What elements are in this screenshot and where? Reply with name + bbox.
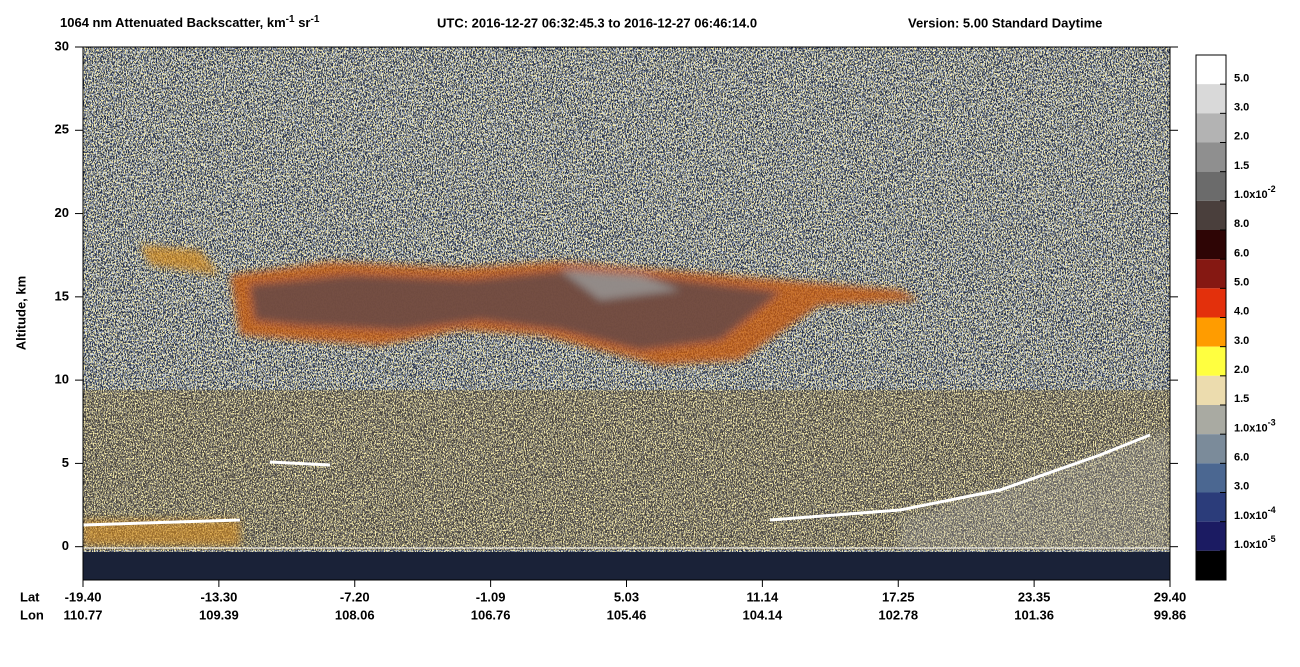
colorbar-swatch	[1196, 171, 1226, 201]
y-tick-label: 0	[62, 538, 69, 553]
colorbar-label-text: 2.0	[1234, 131, 1249, 143]
colorbar-label-text: 3.0	[1234, 481, 1249, 493]
colorbar-label-text: 5.0	[1234, 276, 1249, 288]
colorbar-swatch	[1196, 346, 1226, 376]
colorbar-label-text: 5.0	[1234, 72, 1249, 84]
colorbar-swatch	[1196, 463, 1226, 493]
y-tick-label: 10	[55, 372, 69, 387]
x-tick-label: 105.46	[607, 607, 647, 622]
colorbar-label: 2.0	[1234, 364, 1249, 376]
x-tick-label: 102.78	[878, 607, 918, 622]
colorbar-swatch	[1196, 521, 1226, 551]
colorbar-label: 3.0	[1234, 101, 1249, 113]
colorbar-label-text: 3.0	[1234, 335, 1249, 347]
x-tick-label: 29.40	[1154, 589, 1187, 604]
colorbar-label: 1.0x10-3	[1234, 418, 1276, 435]
colorbar-label-text: 1.0x10	[1234, 422, 1268, 434]
y-tick-label: 5	[62, 455, 69, 470]
colorbar-label-text: 1.0x10	[1234, 539, 1268, 551]
colorbar-swatch	[1196, 142, 1226, 172]
colorbar-label: 6.0	[1234, 247, 1249, 259]
colorbar-label-text: 1.0x10	[1234, 510, 1268, 522]
colorbar-swatch	[1196, 113, 1226, 143]
x-tick-label: 101.36	[1014, 607, 1054, 622]
colorbar-swatch	[1196, 405, 1226, 435]
colorbar-swatch	[1196, 317, 1226, 347]
colorbar-label-exponent: -5	[1268, 534, 1276, 544]
x-tick-label: -7.20	[340, 589, 370, 604]
colorbar-swatch	[1196, 200, 1226, 230]
x-tick-label: -1.09	[476, 589, 506, 604]
colorbar-label: 8.0	[1234, 218, 1249, 230]
colorbar-swatch	[1196, 288, 1226, 318]
x-tick-label: -13.30	[200, 589, 237, 604]
title-superscript: -1	[310, 14, 319, 25]
colorbar-label-text: 1.5	[1234, 160, 1249, 172]
colorbar-label: 1.0x10-4	[1234, 505, 1276, 522]
x-tick-label: 109.39	[199, 607, 239, 622]
colorbar-label: 1.0x10-5	[1234, 534, 1276, 551]
colorbar-swatch	[1196, 84, 1226, 114]
x-tick-label: 23.35	[1018, 589, 1051, 604]
y-tick-label: 25	[55, 122, 69, 137]
colorbar-label-text: 6.0	[1234, 451, 1249, 463]
x-row-name: Lat	[20, 589, 40, 604]
colorbar-label: 1.0x10-2	[1234, 184, 1276, 201]
colorbar-label: 3.0	[1234, 481, 1249, 493]
colorbar-label-exponent: -3	[1268, 418, 1276, 428]
colorbar-swatch	[1196, 230, 1226, 260]
colorbar-label-text: 8.0	[1234, 218, 1249, 230]
x-tick-label: 106.76	[471, 607, 511, 622]
title-part: sr	[295, 15, 311, 30]
colorbar-swatch	[1196, 375, 1226, 405]
colorbar-label-exponent: -4	[1268, 505, 1276, 515]
version: Version: 5.00 Standard Daytime	[908, 15, 1102, 30]
colorbar-label: 1.5	[1234, 393, 1249, 405]
utc-range: UTC: 2016-12-27 06:32:45.3 to 2016-12-27…	[437, 15, 757, 30]
colorbar-label: 4.0	[1234, 306, 1249, 318]
colorbar-swatch	[1196, 434, 1226, 464]
colorbar-label-text: 1.0x10	[1234, 189, 1268, 201]
colorbar-label: 6.0	[1234, 451, 1249, 463]
x-tick-label: 108.06	[335, 607, 375, 622]
y-tick-label: 15	[55, 288, 69, 303]
y-axis-label: Altitude, km	[13, 276, 28, 350]
colorbar-label: 2.0	[1234, 131, 1249, 143]
colorbar-label-text: 3.0	[1234, 101, 1249, 113]
x-tick-label: 104.14	[742, 607, 783, 622]
x-tick-label: 11.14	[746, 589, 779, 604]
colorbar-swatch	[1196, 55, 1226, 85]
colorbar-label-text: 4.0	[1234, 306, 1249, 318]
y-tick-label: 30	[55, 38, 69, 53]
title-part: 1064 nm Attenuated Backscatter, km	[60, 15, 286, 30]
x-tick-label: -19.40	[65, 589, 102, 604]
colorbar-swatch	[1196, 492, 1226, 522]
x-row-name: Lon	[20, 607, 44, 622]
x-tick-label: 110.77	[63, 607, 102, 622]
colorbar-label-exponent: -2	[1268, 184, 1276, 194]
colorbar-label: 1.5	[1234, 160, 1249, 172]
backscatter-image	[83, 47, 1170, 580]
chart-title: 1064 nm Attenuated Backscatter, km-1 sr-…	[60, 14, 320, 31]
colorbar-label: 5.0	[1234, 72, 1249, 84]
x-tick-label: 17.25	[882, 589, 915, 604]
colorbar-label-text: 2.0	[1234, 364, 1249, 376]
x-tick-label: 5.03	[614, 589, 639, 604]
colorbar-swatch	[1196, 550, 1226, 580]
colorbar-label-text: 1.5	[1234, 393, 1249, 405]
title-superscript: -1	[286, 14, 295, 25]
y-tick-label: 20	[55, 205, 69, 220]
x-tick-label: 99.86	[1154, 607, 1187, 622]
colorbar-swatch	[1196, 259, 1226, 289]
colorbar-label-text: 6.0	[1234, 247, 1249, 259]
colorbar-label: 5.0	[1234, 276, 1249, 288]
colorbar-label: 3.0	[1234, 335, 1249, 347]
